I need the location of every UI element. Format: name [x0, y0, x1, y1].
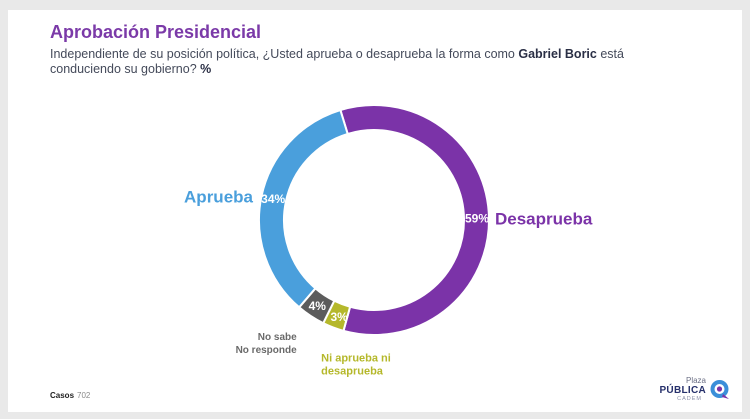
- sample-size-value: 702: [77, 391, 91, 400]
- subtitle-pre: Independiente de su posición política, ¿…: [50, 47, 519, 61]
- slide: Aprobación Presidencial Independiente de…: [8, 10, 742, 412]
- value-label-no-sabe-no-responde: 4%: [309, 299, 327, 313]
- logo-line3: CADEM: [677, 396, 702, 402]
- value-label-ni-aprueba-ni-desaprueba: 3%: [330, 310, 348, 324]
- donut-slice-aprueba: [258, 108, 349, 309]
- logo-line2: PÚBLICA: [659, 385, 706, 396]
- subtitle-unit: %: [200, 62, 212, 76]
- chat-bubble-icon: [710, 380, 729, 399]
- donut-chart: 59% Desaprueba 3% Ni aprueba ni desaprueba 4%…: [184, 104, 593, 378]
- sample-size-label: Casos: [50, 391, 75, 400]
- subtitle-name: Gabriel Boric: [518, 47, 597, 61]
- category-label-ni-aprueba-ni-desaprueba: Ni aprueba ni desaprueba: [321, 353, 391, 378]
- subtitle-post: está conduciendo su gobierno?: [50, 47, 624, 76]
- logo: Plaza PÚBLICA CADEM: [659, 376, 732, 404]
- category-label-aprueba: Aprueba: [184, 187, 254, 206]
- value-label-aprueba: 34%: [261, 192, 285, 206]
- sample-size: Casos 702: [50, 391, 90, 400]
- donut-slice-desaprueba: [339, 104, 490, 336]
- question-subtitle: Independiente de su posición política, ¿…: [50, 47, 690, 77]
- page-title: Aprobación Presidencial: [50, 22, 262, 42]
- category-label-no-sabe-no-responde: No sabe No responde: [236, 332, 298, 356]
- category-label-desaprueba: Desaprueba: [495, 209, 593, 228]
- logo-line1: Plaza: [685, 376, 706, 385]
- value-label-desaprueba: 59%: [465, 212, 489, 226]
